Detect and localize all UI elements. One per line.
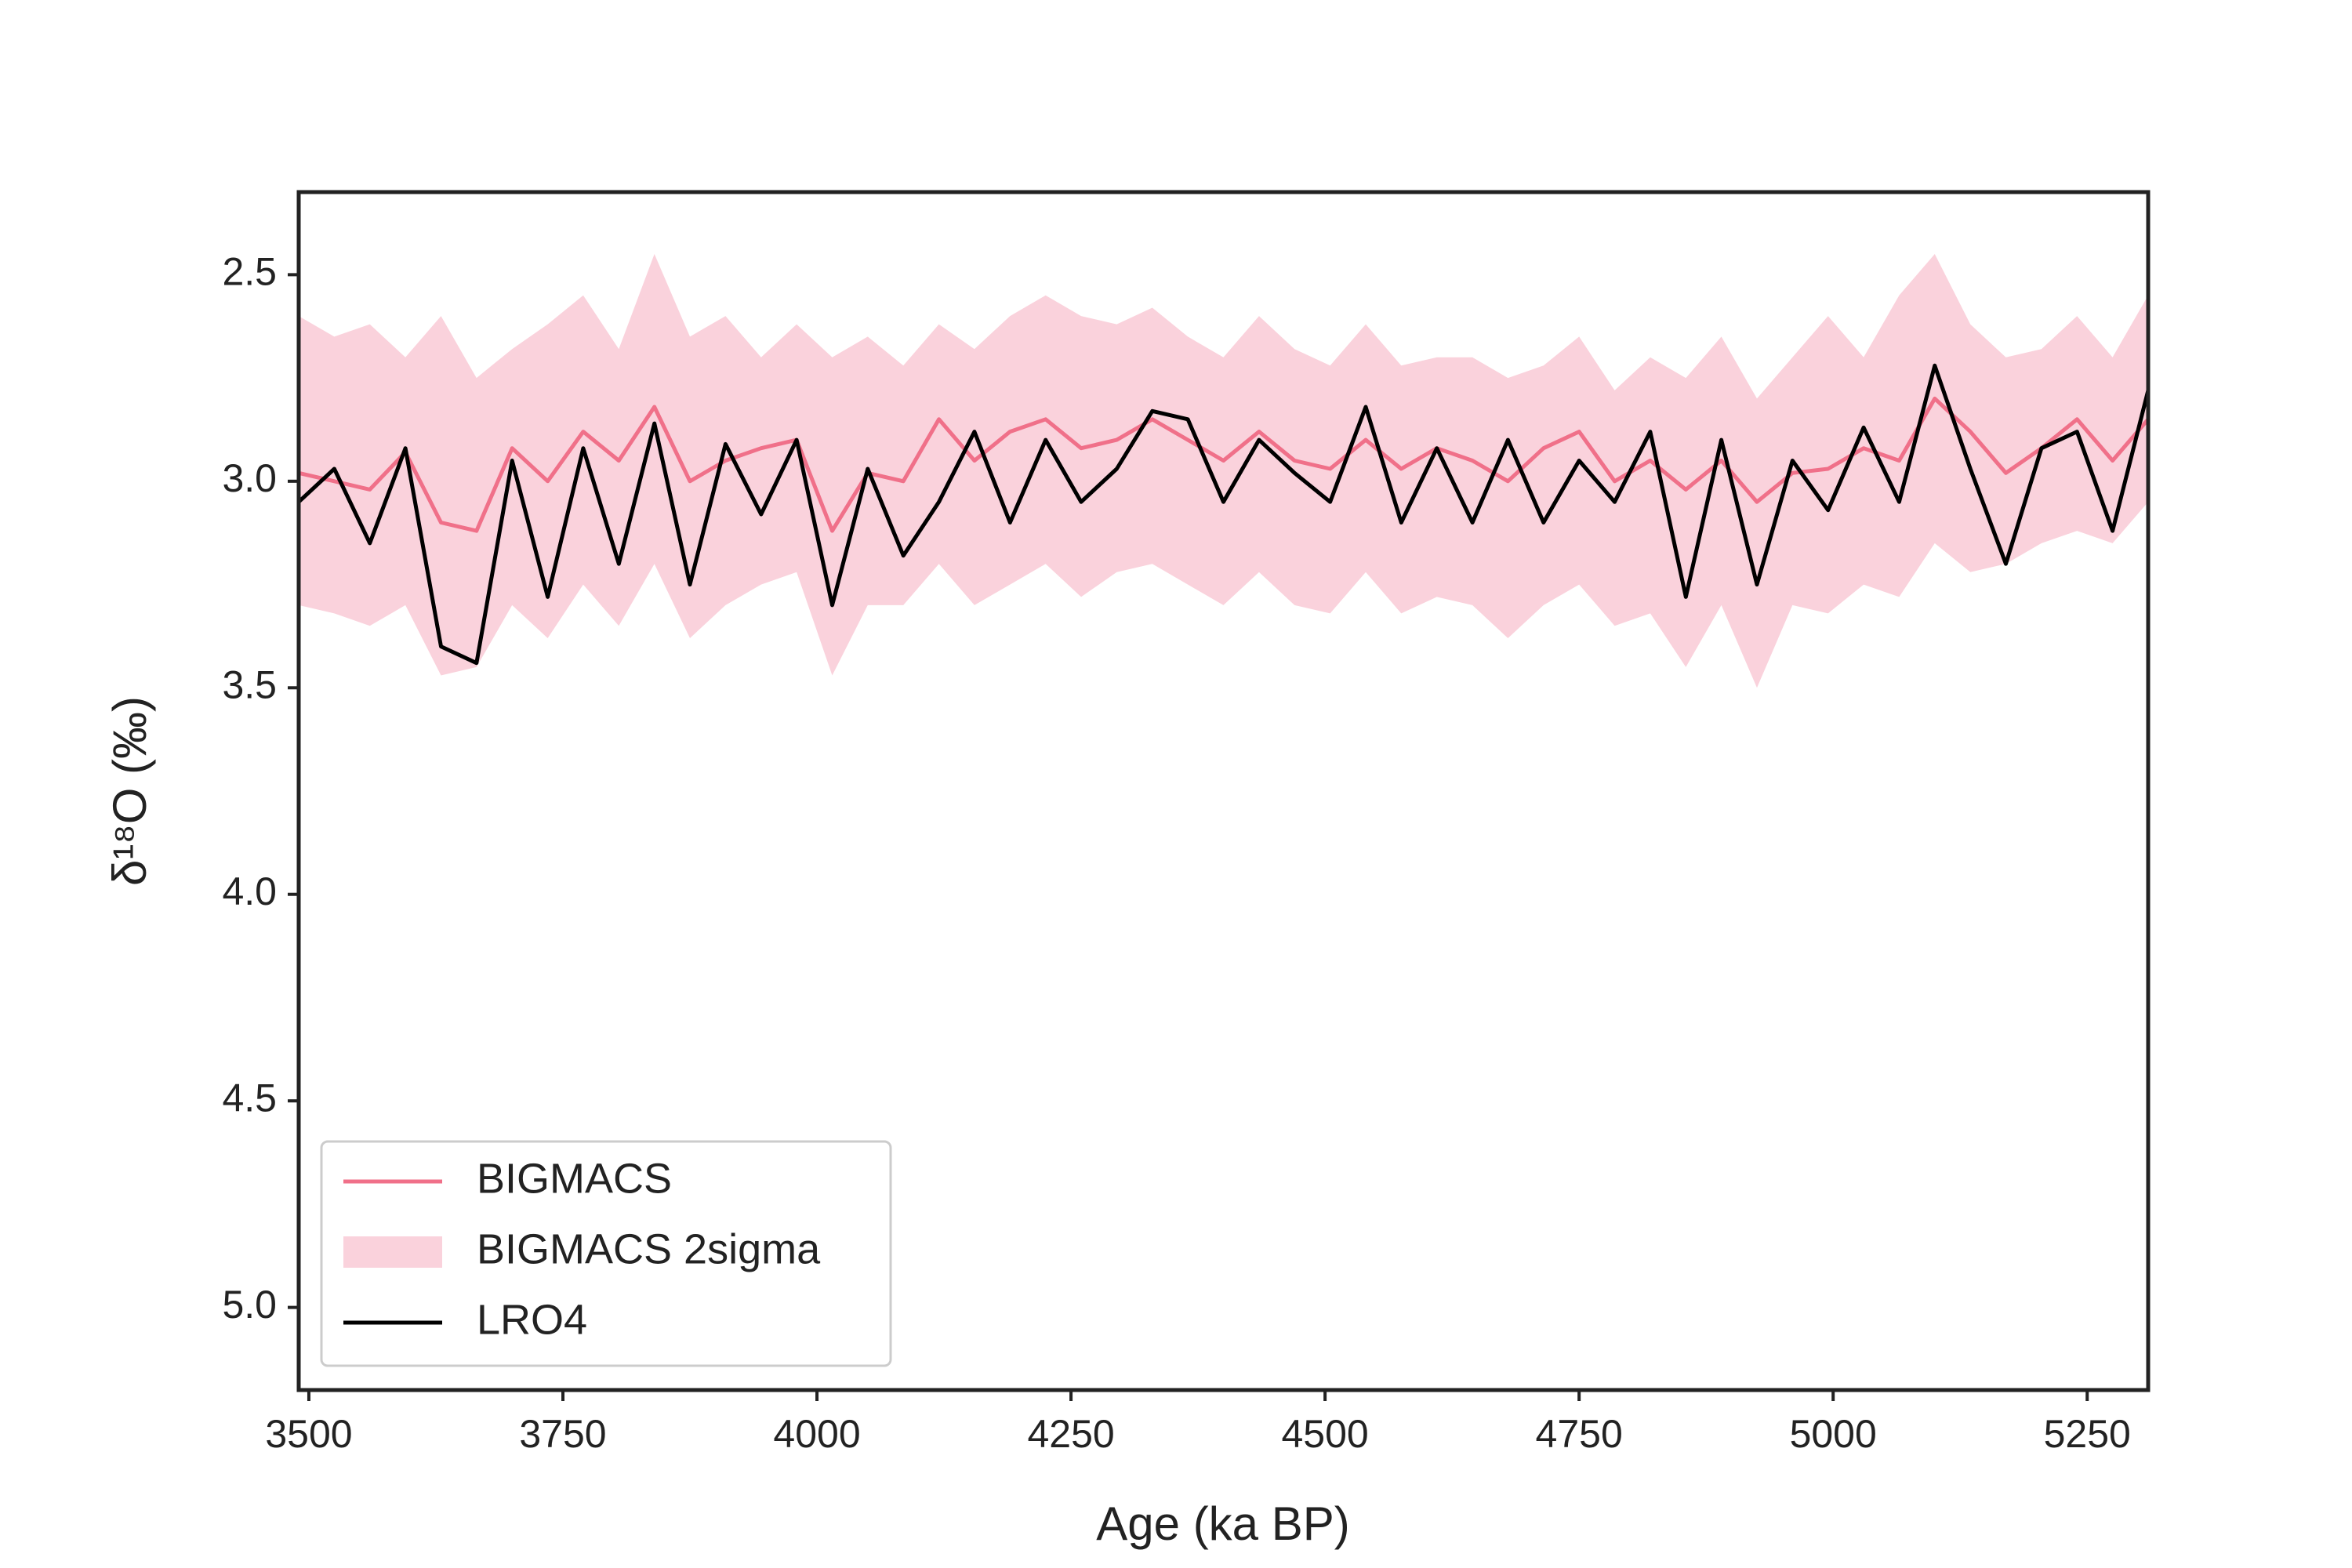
x-axis-label: Age (ka BP) <box>1096 1497 1349 1550</box>
y-tick-label: 3.0 <box>222 456 277 500</box>
series-line <box>299 363 2148 666</box>
y-tick-label: 4.0 <box>222 869 277 913</box>
y-axis-label: δ¹⁸O (‰) <box>103 696 156 886</box>
y-tick-label: 4.5 <box>222 1076 277 1120</box>
series-line <box>299 396 2148 533</box>
x-tick-label: 4250 <box>1027 1412 1114 1456</box>
legend-label: BIGMACS <box>477 1155 672 1202</box>
y-tick-label: 2.5 <box>222 250 277 294</box>
x-tick-label: 5000 <box>1790 1412 1877 1456</box>
legend-box <box>320 1140 892 1367</box>
plot-area <box>299 254 2148 688</box>
x-tick-label: 4750 <box>1536 1412 1623 1456</box>
legend-label: BIGMACS 2sigma <box>477 1225 821 1272</box>
band-area <box>299 254 2148 688</box>
legend-label: LRO4 <box>477 1296 587 1343</box>
plot-frame <box>296 190 2151 1392</box>
y-tick-label: 3.5 <box>222 662 277 706</box>
x-tick-label: 3500 <box>265 1412 352 1456</box>
legend-swatch <box>343 1236 442 1268</box>
x-tick-label: 4000 <box>773 1412 860 1456</box>
x-tick-label: 5250 <box>2044 1412 2131 1456</box>
x-tick-label: 4500 <box>1281 1412 1368 1456</box>
y-tick-label: 5.0 <box>222 1283 277 1327</box>
x-tick-label: 3750 <box>519 1412 606 1456</box>
